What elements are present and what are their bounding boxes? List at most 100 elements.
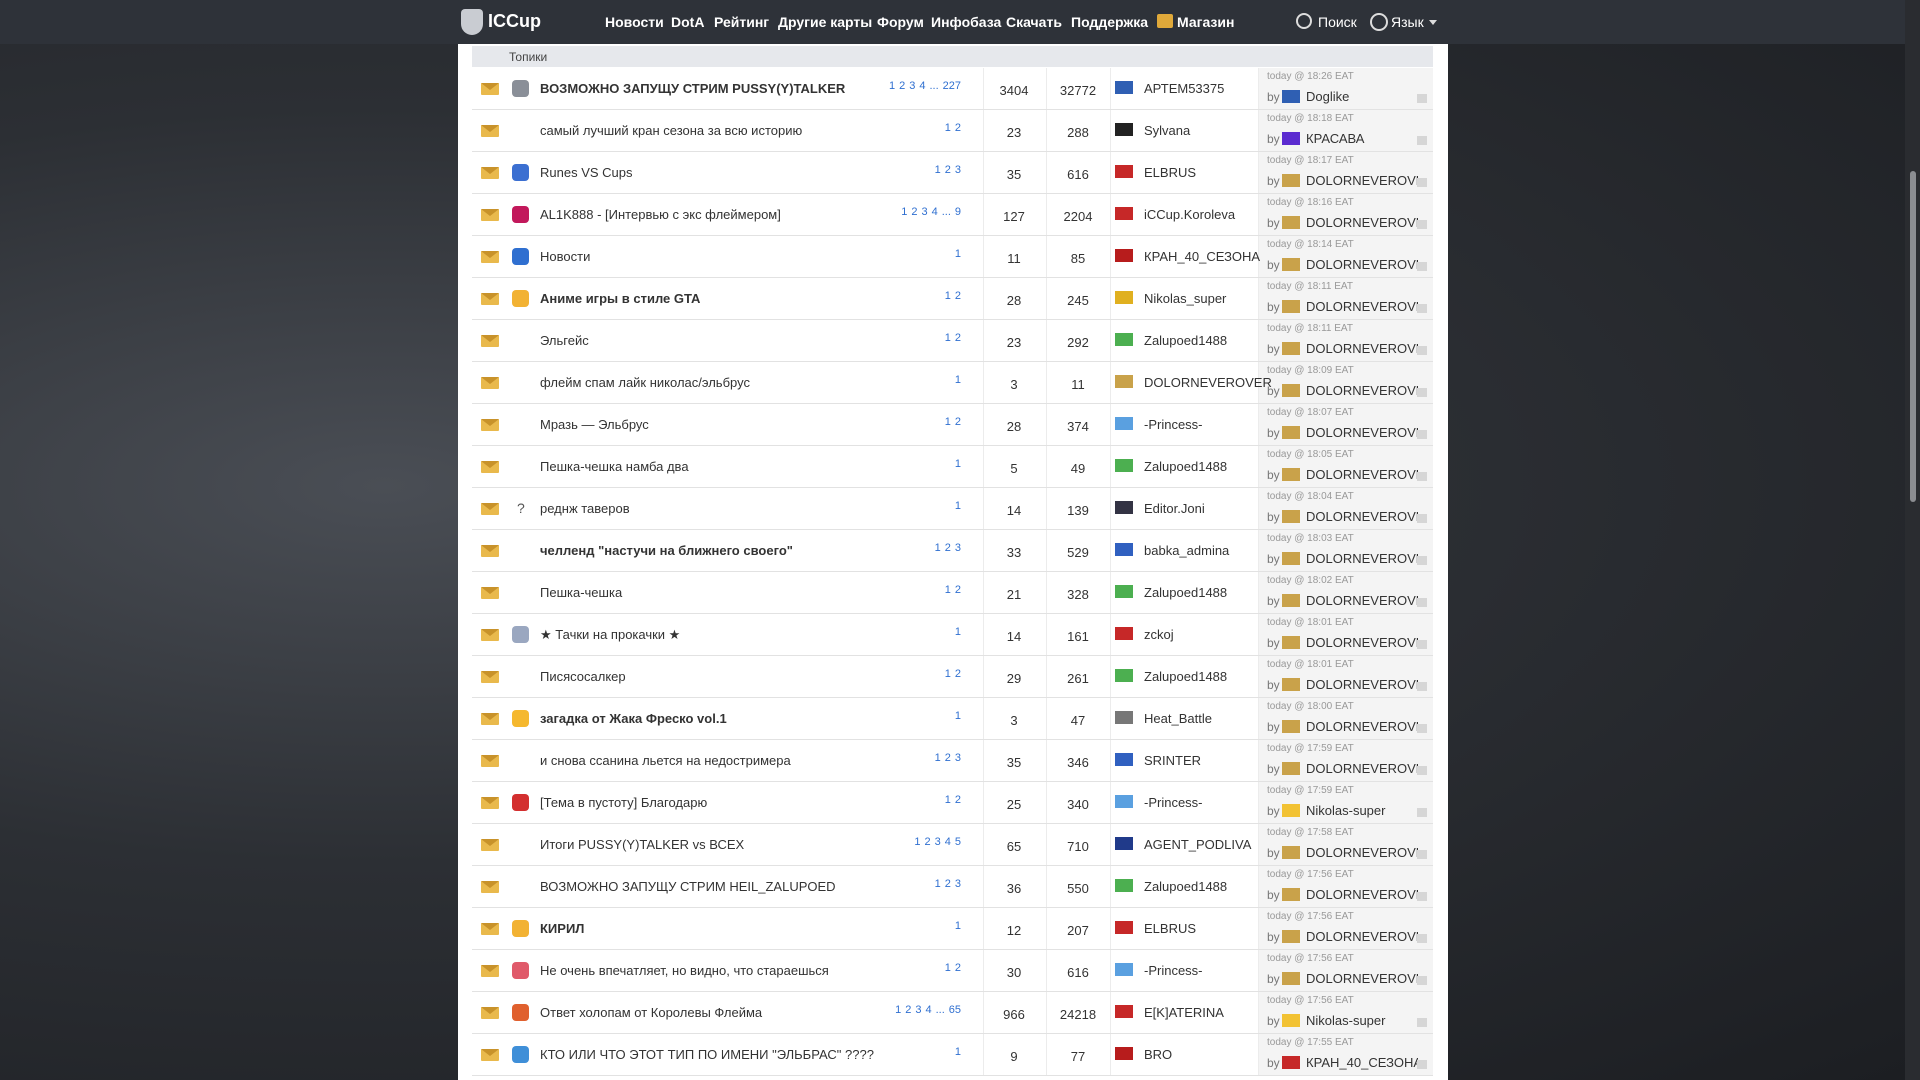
page-link[interactable]: 2 [954,584,961,596]
search[interactable]: Поиск [1318,14,1357,30]
nav-link[interactable]: Инфобаза [931,14,1002,30]
page-link[interactable]: 3 [909,80,916,92]
page-link[interactable]: ... [941,206,951,218]
page-link[interactable]: 1 [944,122,951,134]
page-link[interactable]: 227 [942,80,961,92]
page-link[interactable]: 3 [921,206,928,218]
topic-title[interactable]: флейм спам лайк николас/эльбрус [540,375,750,390]
page-link[interactable]: 5 [954,836,961,848]
author[interactable]: Zalupoed1488 [1144,669,1228,684]
page-link[interactable]: 1 [954,710,961,722]
author[interactable]: -Princess- [1144,417,1203,432]
page-link[interactable]: 1 [934,878,941,890]
page-link[interactable]: 2 [911,206,918,218]
author[interactable]: АРТЕМ53375 [1144,81,1225,96]
page-link[interactable]: 1 [901,206,908,218]
topic-title[interactable]: Пешка-чешка [540,585,623,600]
page-link[interactable]: 1 [895,1004,902,1016]
nav-link[interactable]: Поддержка [1071,14,1149,30]
language[interactable]: Язык [1391,14,1424,30]
last-user[interactable]: DOLORNEVEROVER [1306,215,1418,230]
page-link[interactable]: 1 [954,500,961,512]
topic-title[interactable]: Мразь — Эльбрус [540,417,649,432]
topic-title[interactable]: Новости [540,249,591,264]
last-user[interactable]: DOLORNEVEROVER [1306,173,1418,188]
page-link[interactable]: 1 [944,332,951,344]
page-link[interactable]: 2 [944,164,951,176]
topic-title[interactable]: ★ Тачки на прокачки ★ [540,627,681,642]
page-link[interactable]: 2 [944,542,951,554]
last-user[interactable]: DOLORNEVEROVER [1306,425,1418,440]
author[interactable]: Zalupoed1488 [1144,585,1228,600]
logo[interactable]: ICCup [488,11,541,31]
topic-title[interactable]: Не очень впечатляет, но видно, что стара… [540,963,829,978]
page-link[interactable]: 1 [944,962,951,974]
author[interactable]: babka_admina [1144,543,1230,558]
topic-title[interactable]: КТО ИЛИ ЧТО ЭТОТ ТИП ПО ИМЕНИ "ЭЛЬБРАС" … [540,1047,874,1062]
page-link[interactable]: 1 [944,584,951,596]
page-link[interactable]: 1 [934,752,941,764]
page-link[interactable]: 1 [954,1046,961,1058]
author[interactable]: Heat_Battle [1144,711,1212,726]
page-link[interactable]: 2 [954,416,961,428]
page-link[interactable]: 1 [954,920,961,932]
author[interactable]: ELBRUS [1144,921,1197,936]
author[interactable]: Zalupoed1488 [1144,459,1228,474]
page-link[interactable]: 3 [954,542,961,554]
last-user[interactable]: DOLORNEVEROVER [1306,929,1418,944]
page-link[interactable]: 3 [954,878,961,890]
last-user[interactable]: DOLORNEVEROVER [1306,551,1418,566]
nav-link[interactable]: Форум [877,14,924,30]
page-link[interactable]: 2 [954,122,961,134]
topic-title[interactable]: ВОЗМОЖНО ЗАПУЩУ СТРИМ PUSSY(Y)TALKER [540,81,846,96]
author[interactable]: E[K]ATERINA [1144,1005,1224,1020]
topic-title[interactable]: Итоги PUSSY(Y)TALKER vs ВСЕХ [540,837,745,852]
last-user[interactable]: DOLORNEVEROVER [1306,719,1418,734]
author[interactable]: Nikolas_super [1144,291,1227,306]
page-link[interactable]: 1 [944,668,951,680]
page-link[interactable]: 2 [954,962,961,974]
author[interactable]: Zalupoed1488 [1144,333,1228,348]
last-user[interactable]: Nikolas-super [1306,803,1386,818]
topic-title[interactable]: КИРИЛ [540,921,585,936]
author[interactable]: -Princess- [1144,795,1203,810]
nav-link[interactable]: DotA [671,14,705,30]
page-link[interactable]: 1 [944,794,951,806]
last-user[interactable]: DOLORNEVEROVER [1306,635,1418,650]
last-user[interactable]: DOLORNEVEROVER [1306,467,1418,482]
topic-title[interactable]: Эльгейс [540,333,589,348]
last-user[interactable]: DOLORNEVEROVER [1306,509,1418,524]
page-link[interactable]: ... [929,80,939,92]
topic-title[interactable]: Ответ холопам от Королевы Флейма [540,1005,763,1020]
page-link[interactable]: 4 [919,80,926,92]
page-link[interactable]: 1 [934,542,941,554]
page-link[interactable]: 65 [948,1004,961,1016]
topic-title[interactable]: Аниме игры в стиле GTA [540,291,701,306]
page-link[interactable]: ... [935,1004,945,1016]
last-user[interactable]: DOLORNEVEROVER [1306,593,1418,608]
author[interactable]: DOLORNEVEROVER [1144,375,1272,390]
scroll-thumb[interactable] [1910,171,1916,502]
author[interactable]: -Princess- [1144,963,1203,978]
page-link[interactable]: 1 [888,80,896,92]
last-user[interactable]: Nikolas-super [1306,1013,1386,1028]
topic-title[interactable]: челленд "настучи на ближнего своего" [540,543,793,558]
nav-link[interactable]: Новости [605,14,664,30]
page-link[interactable]: 2 [905,1004,912,1016]
nav-link[interactable]: Магазин [1177,14,1235,30]
author[interactable]: Sylvana [1144,123,1191,138]
last-user[interactable]: КРАСАВА [1306,131,1365,146]
last-user[interactable]: DOLORNEVEROVER [1306,341,1418,356]
topic-title[interactable]: и снова ссанина льется на недостримера [540,753,791,768]
nav-link[interactable]: Рейтинг [714,14,770,30]
page-link[interactable]: 3 [934,836,941,848]
nav-link[interactable]: Скачать [1006,14,1062,30]
author[interactable]: AGENT_PODLIVA [1144,837,1252,852]
last-user[interactable]: DOLORNEVEROVER [1306,383,1418,398]
author[interactable]: Zalupoed1488 [1144,879,1228,894]
page-link[interactable]: 2 [899,80,906,92]
page-link[interactable]: 4 [944,836,951,848]
page-link[interactable]: 4 [925,1004,932,1016]
page-link[interactable]: 2 [944,752,951,764]
topic-title[interactable]: Писясосалкер [540,669,626,684]
